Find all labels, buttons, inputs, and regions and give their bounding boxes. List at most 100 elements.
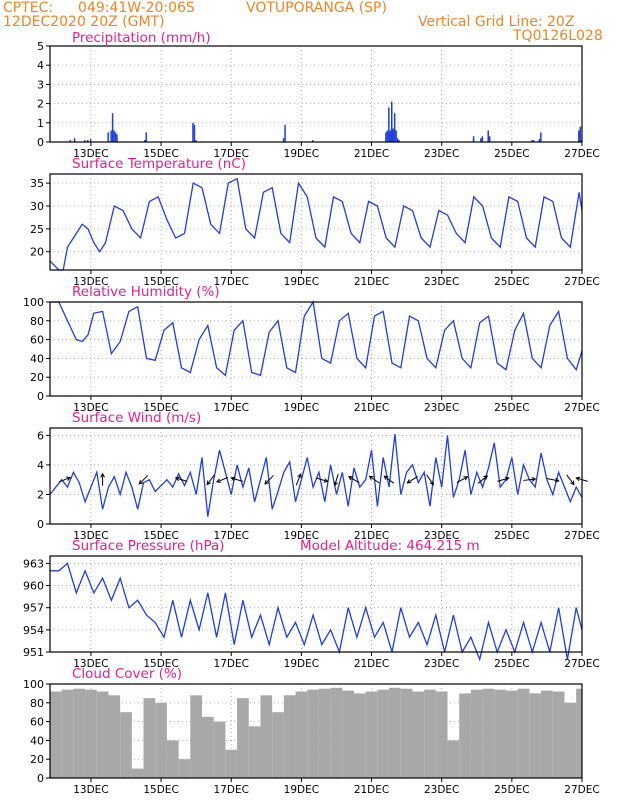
- plot-area: [50, 174, 582, 270]
- precip-bar: [113, 130, 115, 142]
- cloud-bar: [564, 702, 577, 778]
- x-tick-label: 21DEC: [354, 402, 389, 414]
- wind-arrow-shaft: [264, 475, 274, 485]
- precip-bar: [282, 138, 285, 142]
- cloud-bar: [225, 749, 238, 778]
- cloud-bar: [248, 726, 261, 778]
- wind-arrow: [100, 472, 105, 486]
- precip-bar: [386, 130, 389, 142]
- y-tick-label: 80: [30, 315, 44, 328]
- precip-bar: [107, 132, 109, 142]
- wind-arrow-shaft: [407, 476, 418, 484]
- y-tick-label: 30: [30, 200, 44, 213]
- wind-arrow: [295, 473, 302, 486]
- y-tick-label: 954: [23, 624, 44, 637]
- precip-bar: [192, 122, 194, 142]
- grid-note-label: Vertical Grid Line: 20Z: [418, 14, 575, 30]
- wind-arrow: [566, 474, 575, 486]
- wind-arrow-head: [138, 479, 144, 485]
- x-tick-label: 19DEC: [284, 784, 319, 796]
- cloud-bar: [283, 695, 296, 778]
- y-tick-label: 3: [37, 78, 44, 91]
- cloud-bar: [61, 689, 74, 778]
- cloud-bar: [295, 691, 308, 778]
- cloud-bar: [506, 690, 518, 778]
- precip-bar: [145, 132, 147, 142]
- x-tick-label: 25DEC: [494, 784, 529, 796]
- precip-bar: [392, 128, 394, 142]
- cloud-bar: [202, 716, 214, 778]
- y-tick-label: 963: [23, 557, 44, 570]
- x-tick-label: 19DEC: [284, 402, 319, 414]
- wind-arrow-head: [463, 476, 469, 481]
- x-tick-label: 17DEC: [214, 148, 249, 160]
- wind-arrow: [58, 476, 72, 483]
- cloud-bar: [213, 721, 226, 778]
- wind-arrow: [426, 474, 435, 486]
- plot-area: [50, 556, 582, 652]
- x-tick-label: 27DEC: [564, 530, 599, 542]
- x-tick-label: 25DEC: [494, 530, 529, 542]
- wind-arrow-head: [504, 476, 510, 482]
- wind-arrow: [315, 477, 329, 483]
- cloud-bar: [470, 689, 483, 778]
- plot-frame: [49, 555, 583, 653]
- x-tick-label: 17DEC: [214, 402, 249, 414]
- init-time-label: 12DEC2020 20Z (GMT): [3, 14, 165, 30]
- x-tick-label: 15DEC: [143, 276, 178, 288]
- wind-arrow-head: [429, 480, 435, 486]
- precip-bar: [89, 139, 92, 142]
- precip-bar: [531, 140, 533, 142]
- x-tick-label: 17DEC: [214, 276, 249, 288]
- x-tick-label: 27DEC: [564, 276, 599, 288]
- plot-frame: [49, 45, 583, 143]
- cloud-bar: [131, 768, 144, 778]
- wind-arrow: [368, 475, 380, 484]
- wind-arrow: [215, 476, 229, 483]
- x-tick-label: 21DEC: [354, 276, 389, 288]
- cloud-bar: [482, 688, 495, 778]
- wind-arrow-head: [368, 475, 374, 481]
- precip-bar: [532, 140, 535, 142]
- wind-arrow: [523, 477, 537, 482]
- precip-bar: [578, 130, 580, 142]
- source-label: CPTEC:: [3, 0, 54, 16]
- cloud-bar: [365, 691, 378, 778]
- wind-arrow-shaft: [497, 477, 509, 482]
- x-tick-label: 25DEC: [494, 148, 529, 160]
- precip-bar: [395, 130, 397, 142]
- x-tick-label: 21DEC: [354, 784, 389, 796]
- x-tick-label: 15DEC: [143, 530, 178, 542]
- wind-arrow-shaft: [216, 476, 229, 483]
- x-tick-label: 21DEC: [354, 148, 389, 160]
- x-tick-label: 19DEC: [284, 530, 319, 542]
- run-id-label: TQ0126L028: [513, 28, 603, 44]
- cloud-bar: [272, 712, 284, 778]
- wind-arrow: [383, 475, 395, 484]
- precip-bar: [110, 130, 112, 142]
- cloud-bar: [412, 691, 425, 778]
- wind-arrow-head: [570, 480, 575, 486]
- wind-arrow-head: [406, 479, 412, 484]
- wind-arrow-head: [206, 480, 212, 486]
- wind-arrow-head: [215, 478, 221, 483]
- precip-bar: [481, 136, 484, 142]
- plot-area: [50, 302, 582, 396]
- y-tick-label: 100: [23, 678, 44, 691]
- wind-arrow-shaft: [206, 474, 215, 485]
- cloud-bar: [155, 702, 167, 778]
- panel-title: Surface Wind (m/s): [72, 410, 201, 426]
- wind-arrow: [406, 476, 418, 484]
- precip-bar: [116, 134, 118, 142]
- wind-arrow: [174, 476, 188, 482]
- x-tick-label: 25DEC: [494, 658, 529, 670]
- panel-title: Precipitation (mm/h): [72, 30, 211, 46]
- x-tick-label: 27DEC: [564, 658, 599, 670]
- cloud-bar: [237, 698, 249, 778]
- precip-bar: [195, 140, 197, 142]
- cloud-bar: [342, 690, 354, 778]
- y-tick-label: 20: [30, 371, 44, 384]
- cloud-bar: [307, 689, 319, 778]
- x-tick-label: 17DEC: [214, 658, 249, 670]
